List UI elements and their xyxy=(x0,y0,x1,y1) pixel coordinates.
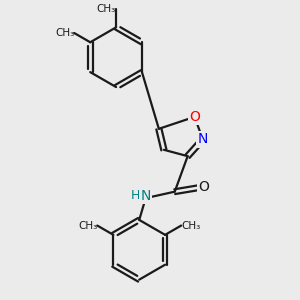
Text: O: O xyxy=(189,110,200,124)
Text: CH₃: CH₃ xyxy=(97,4,116,14)
Text: CH₃: CH₃ xyxy=(78,220,97,231)
Text: O: O xyxy=(198,180,209,194)
Text: CH₃: CH₃ xyxy=(181,220,200,231)
Text: H: H xyxy=(130,189,140,202)
Text: N: N xyxy=(198,132,208,146)
Text: N: N xyxy=(140,189,151,203)
Text: CH₃: CH₃ xyxy=(55,28,74,38)
